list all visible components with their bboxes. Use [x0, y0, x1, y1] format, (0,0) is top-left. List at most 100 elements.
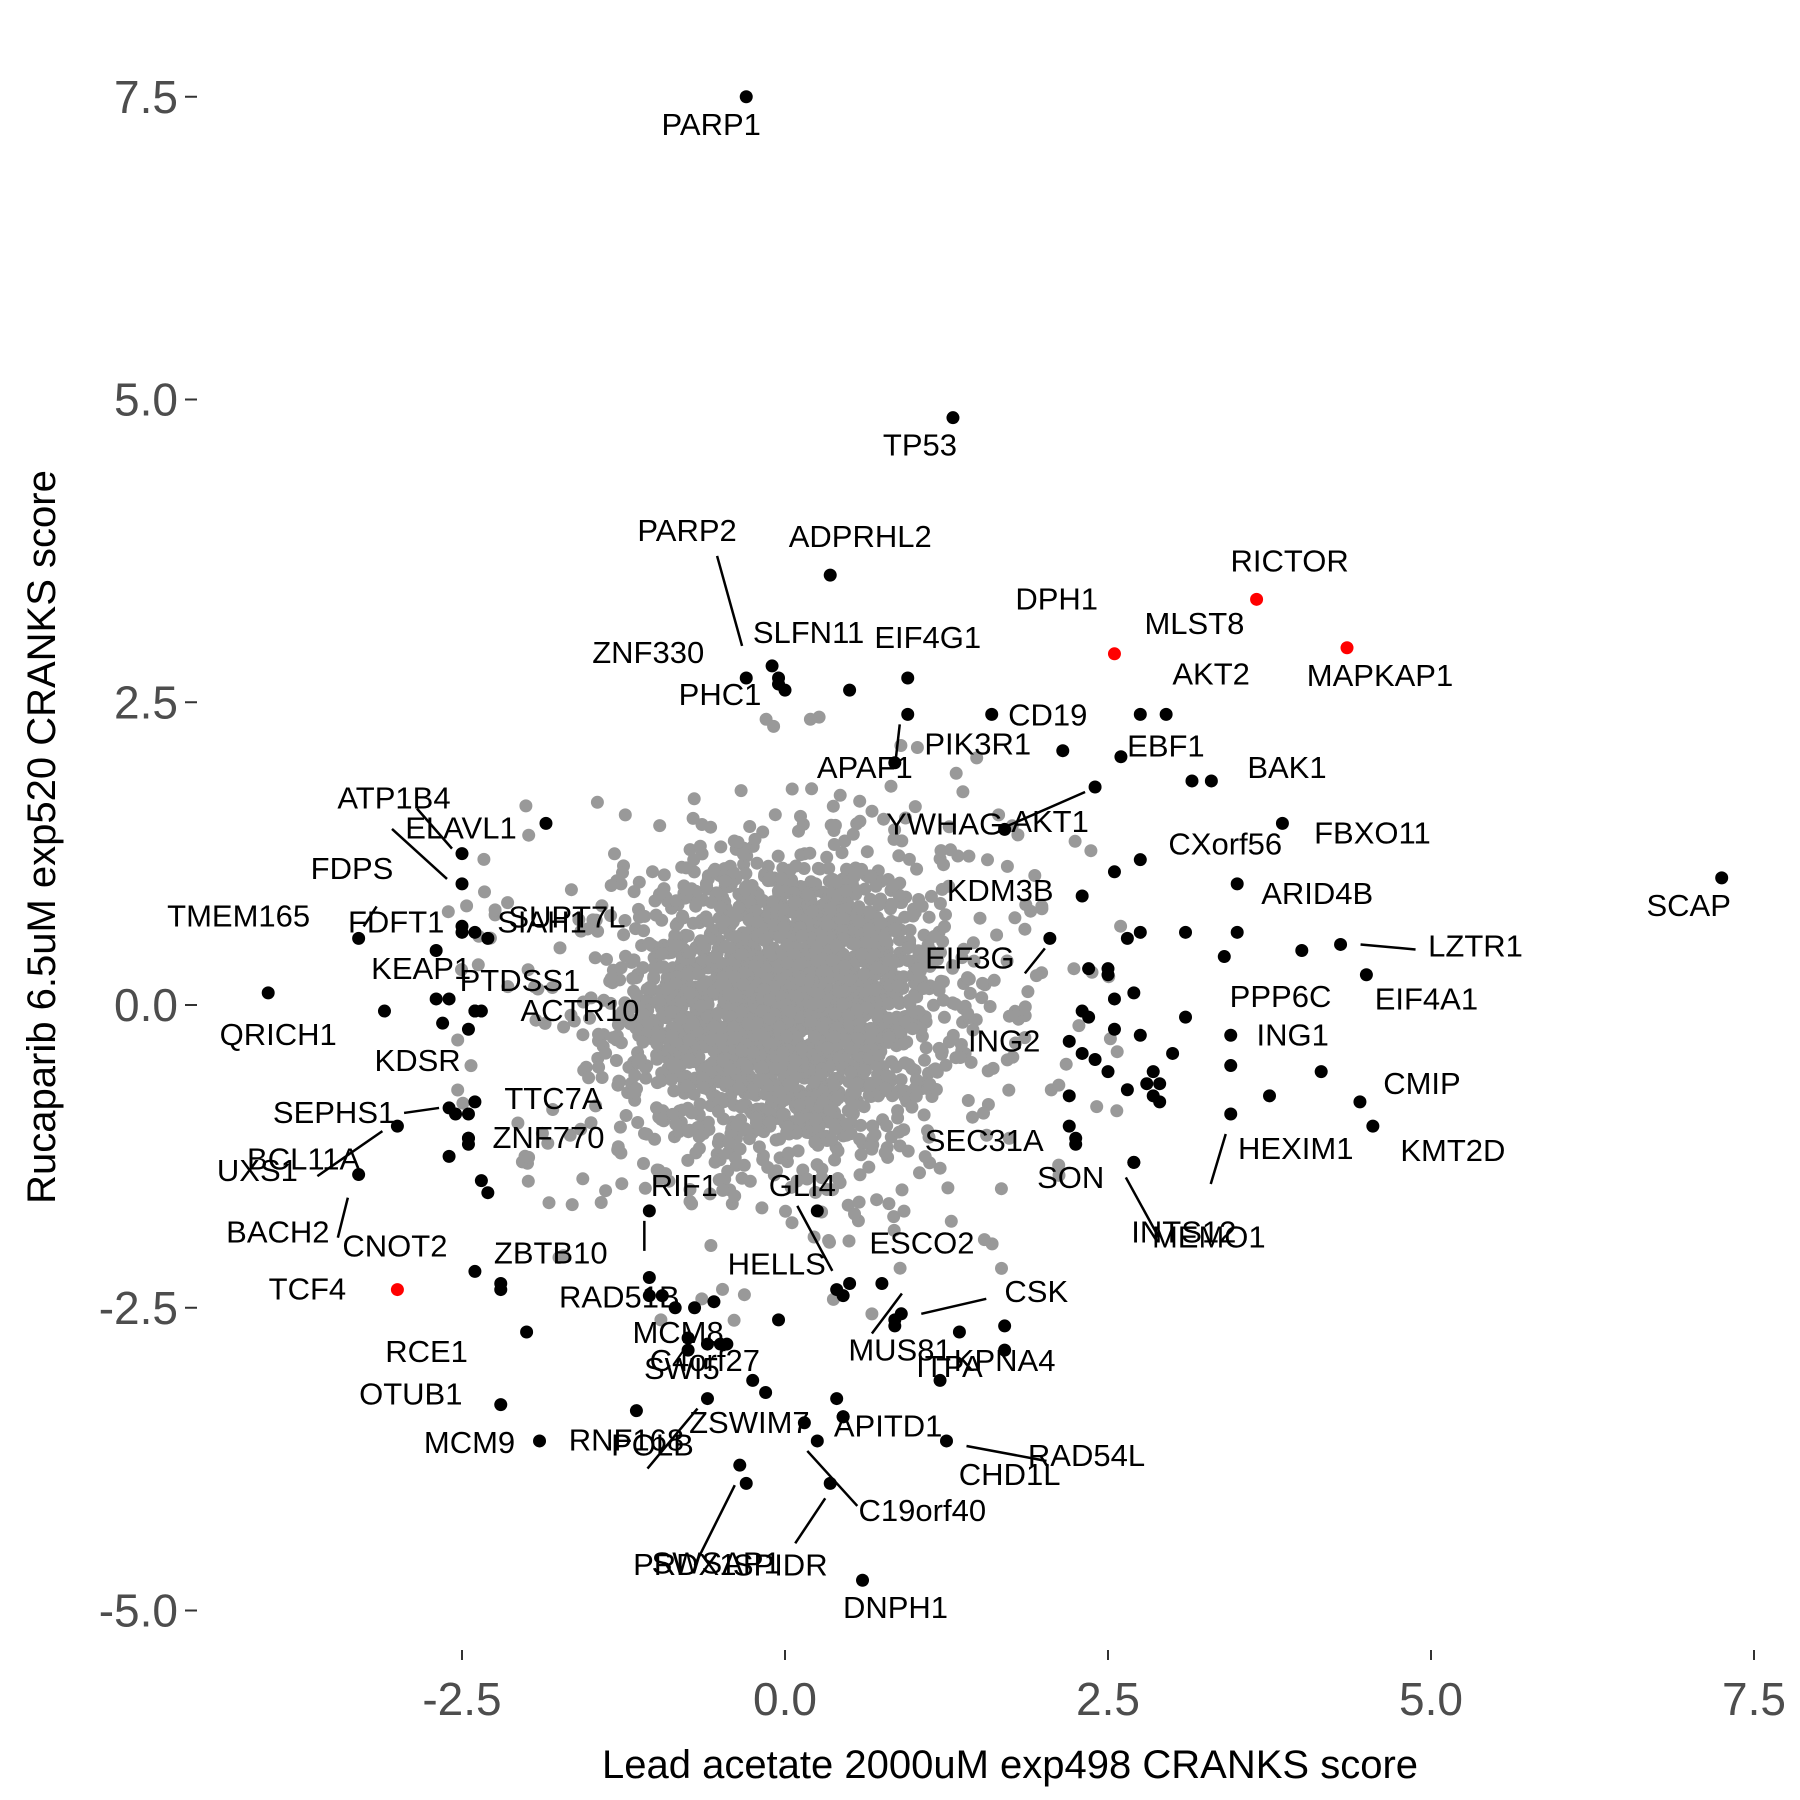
gene-label: ZBTB10 — [494, 1236, 608, 1271]
gene-label: MUS81 — [848, 1332, 951, 1367]
background-point — [853, 794, 867, 808]
highlight-point — [1140, 1077, 1154, 1091]
background-point — [927, 929, 941, 943]
background-point — [902, 852, 916, 866]
gene-label: PARP1 — [662, 107, 761, 142]
background-point — [927, 998, 940, 1012]
gene-label: INTS12 — [1131, 1214, 1236, 1249]
background-point — [839, 884, 853, 898]
background-point — [638, 909, 652, 923]
labeled-point — [720, 1337, 734, 1351]
background-point — [522, 828, 536, 842]
background-point — [501, 896, 515, 910]
background-point — [661, 982, 675, 996]
highlight-point — [1133, 925, 1147, 939]
background-point — [639, 1071, 653, 1085]
background-point — [844, 1127, 858, 1141]
background-point — [521, 1174, 535, 1188]
background-point — [683, 986, 697, 1000]
background-point — [535, 1126, 549, 1140]
gene-label: RCE1 — [385, 1334, 468, 1369]
labeled-point — [494, 1398, 508, 1412]
background-point — [811, 987, 825, 1001]
highlight-point — [1120, 931, 1134, 945]
background-point — [866, 1138, 880, 1152]
leader-line — [920, 1297, 987, 1316]
background-point — [747, 1045, 761, 1059]
background-point — [630, 988, 643, 1002]
background-point — [828, 1007, 842, 1021]
background-point — [917, 1108, 931, 1122]
background-point — [836, 997, 850, 1011]
x-axis: -2.5 0.0 2.5 5.0 7.5 — [422, 1650, 1786, 1725]
background-point — [565, 1198, 579, 1212]
gene-label: KEAP1 — [371, 951, 471, 986]
background-point — [642, 936, 656, 950]
gene-label: BACH2 — [226, 1215, 329, 1250]
background-point — [863, 1031, 877, 1045]
labeled-point — [681, 1331, 695, 1345]
background-point — [647, 961, 661, 975]
background-point — [657, 868, 671, 882]
labeled-point — [494, 1277, 508, 1291]
gene-label: ADPRHL2 — [789, 519, 932, 554]
labeled-point — [442, 1101, 456, 1115]
background-point — [977, 1106, 990, 1120]
background-point — [994, 1182, 1008, 1196]
background-point — [692, 1141, 706, 1155]
background-point — [792, 1098, 806, 1112]
background-point — [820, 1041, 834, 1055]
background-point — [910, 862, 924, 876]
labeled-point — [390, 1283, 404, 1297]
labeled-point — [539, 816, 553, 830]
highlight-point — [681, 1343, 695, 1357]
leader-line — [391, 827, 448, 880]
background-point — [763, 1115, 777, 1129]
background-point — [857, 967, 871, 981]
background-point — [693, 839, 707, 853]
background-point — [501, 980, 515, 994]
background-point — [629, 922, 643, 936]
labeled-point — [468, 1264, 482, 1278]
background-point — [736, 977, 750, 991]
x-tick-label: 5.0 — [1399, 1673, 1463, 1725]
gene-label: SPIDR — [733, 1547, 828, 1582]
gene-label: SWSAP1 — [652, 1545, 781, 1580]
background-point — [901, 1144, 915, 1158]
background-point — [779, 1204, 792, 1218]
gene-label: ACTR10 — [520, 993, 639, 1028]
gene-label: MCM8 — [632, 1315, 723, 1350]
background-point — [627, 953, 641, 967]
background-point — [700, 1009, 714, 1022]
background-point — [853, 814, 867, 828]
background-point — [711, 1105, 725, 1119]
background-point — [643, 980, 657, 994]
background-point — [944, 1214, 958, 1228]
background-point — [727, 834, 741, 848]
background-point — [839, 1117, 853, 1131]
background-point — [980, 1128, 994, 1142]
labeled-point — [461, 1107, 475, 1121]
gene-label: RICTOR — [1230, 543, 1348, 578]
background-point — [922, 910, 936, 924]
background-point — [681, 929, 695, 943]
background-point — [767, 918, 781, 932]
gene-label: CXorf56 — [1168, 827, 1282, 862]
background-point — [456, 1096, 470, 1110]
background-point — [976, 976, 989, 990]
background-point — [636, 961, 650, 975]
background-point — [682, 1033, 696, 1047]
background-point — [956, 785, 970, 799]
background-point — [604, 879, 618, 892]
background-point — [939, 908, 952, 922]
background-point — [771, 849, 785, 863]
background-point — [887, 956, 901, 969]
background-point — [868, 983, 882, 996]
background-point — [909, 1073, 923, 1087]
background-point — [855, 947, 869, 961]
background-point — [1068, 834, 1082, 848]
background-point — [704, 1239, 718, 1252]
highlight-point — [442, 992, 456, 1006]
background-point — [763, 1012, 776, 1026]
